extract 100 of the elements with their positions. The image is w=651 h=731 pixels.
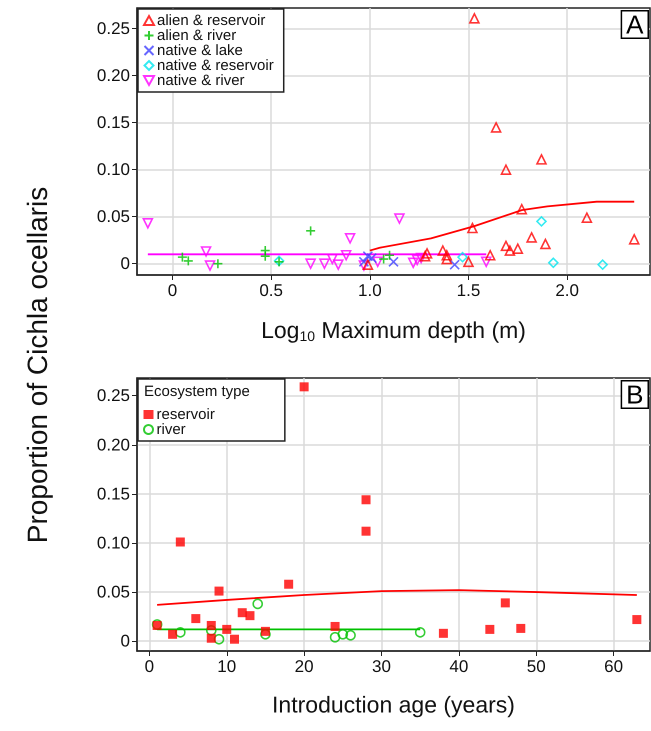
point xyxy=(420,250,430,262)
x-tick-label: 60 xyxy=(604,657,624,676)
point xyxy=(204,260,216,271)
point xyxy=(245,611,254,620)
point xyxy=(330,632,340,643)
point xyxy=(214,586,224,596)
point xyxy=(366,252,378,264)
point xyxy=(500,164,512,176)
point xyxy=(490,122,502,133)
point xyxy=(362,526,371,536)
y-tick-label: 0.05 xyxy=(96,207,130,226)
point xyxy=(485,624,494,634)
point xyxy=(206,620,216,630)
point xyxy=(230,634,239,644)
x-tick-label: 0 xyxy=(144,657,154,676)
point xyxy=(327,254,338,264)
point xyxy=(416,252,426,264)
x-tick-label: 40 xyxy=(449,657,468,676)
point xyxy=(168,630,178,639)
point xyxy=(330,622,340,631)
x-tick-label: 50 xyxy=(526,657,546,676)
point xyxy=(344,233,356,244)
point xyxy=(516,624,526,633)
legend-label: native & lake xyxy=(157,42,243,59)
point xyxy=(305,258,316,270)
point xyxy=(222,624,232,634)
point xyxy=(260,629,271,640)
annotation: B xyxy=(626,380,644,410)
legend-label: native & river xyxy=(157,72,245,89)
point xyxy=(463,256,474,268)
point xyxy=(200,246,212,257)
point xyxy=(175,627,186,638)
legend-label: native & reservoir xyxy=(157,57,274,74)
point xyxy=(457,252,468,262)
legend-label: reservoir xyxy=(156,406,215,423)
y-tick-label: 0 xyxy=(120,254,130,274)
point xyxy=(362,259,374,270)
y-tick-label: 0.05 xyxy=(96,582,130,602)
point xyxy=(358,260,370,271)
y-tick-label: 0.20 xyxy=(96,435,130,454)
point xyxy=(540,238,551,250)
point xyxy=(191,614,200,624)
point xyxy=(469,13,480,24)
point xyxy=(214,634,224,645)
x-tick-label: 2.0 xyxy=(555,281,579,300)
point xyxy=(332,259,344,270)
point xyxy=(260,250,271,262)
point xyxy=(388,256,399,268)
line-series xyxy=(368,200,636,252)
point xyxy=(449,259,460,270)
y-tick-label: 0.15 xyxy=(96,113,130,132)
y-tick-label: 0.10 xyxy=(96,160,130,180)
point xyxy=(345,630,356,641)
point xyxy=(408,257,419,268)
line-series xyxy=(156,589,638,606)
point xyxy=(536,216,547,227)
point xyxy=(142,218,154,229)
point xyxy=(516,204,528,214)
point xyxy=(536,154,547,165)
x-tick-label: 1.5 xyxy=(456,281,480,300)
x-tick-label: 20 xyxy=(294,657,314,676)
point xyxy=(358,256,370,268)
point xyxy=(441,250,452,261)
point xyxy=(582,212,592,223)
x-tick-label: 10 xyxy=(217,657,236,676)
point xyxy=(632,615,642,624)
point xyxy=(260,626,270,636)
point xyxy=(338,629,348,640)
y-tick-label: 0.25 xyxy=(96,386,130,406)
point xyxy=(300,382,309,392)
point xyxy=(362,495,371,504)
point xyxy=(467,222,478,234)
point xyxy=(438,628,448,638)
x-axis-title: Introduction age (years) xyxy=(272,692,515,718)
y-tick-label: 0.25 xyxy=(96,19,130,38)
point xyxy=(252,598,264,610)
annotation: A xyxy=(626,10,644,40)
point xyxy=(414,627,426,638)
point xyxy=(441,254,452,264)
point xyxy=(484,250,496,261)
point xyxy=(394,213,405,224)
y-axis-title: Proportion of Cichla ocellaris xyxy=(22,186,54,544)
legend-label: alien & reservoir xyxy=(157,12,266,29)
point xyxy=(500,598,510,608)
point xyxy=(372,256,384,268)
x-tick-label: 1.0 xyxy=(358,281,382,300)
point xyxy=(597,259,608,270)
point xyxy=(548,257,559,268)
point xyxy=(412,254,422,266)
legend-label: alien & river xyxy=(157,27,236,44)
point xyxy=(284,580,294,589)
point xyxy=(438,245,448,256)
point xyxy=(305,226,316,236)
point xyxy=(340,250,352,261)
point xyxy=(512,243,524,254)
legend-title: Ecosystem type xyxy=(144,383,250,400)
y-tick-label: 0.10 xyxy=(96,533,130,552)
point xyxy=(480,256,492,268)
y-tick-label: 0.20 xyxy=(96,66,130,86)
point xyxy=(500,240,512,252)
